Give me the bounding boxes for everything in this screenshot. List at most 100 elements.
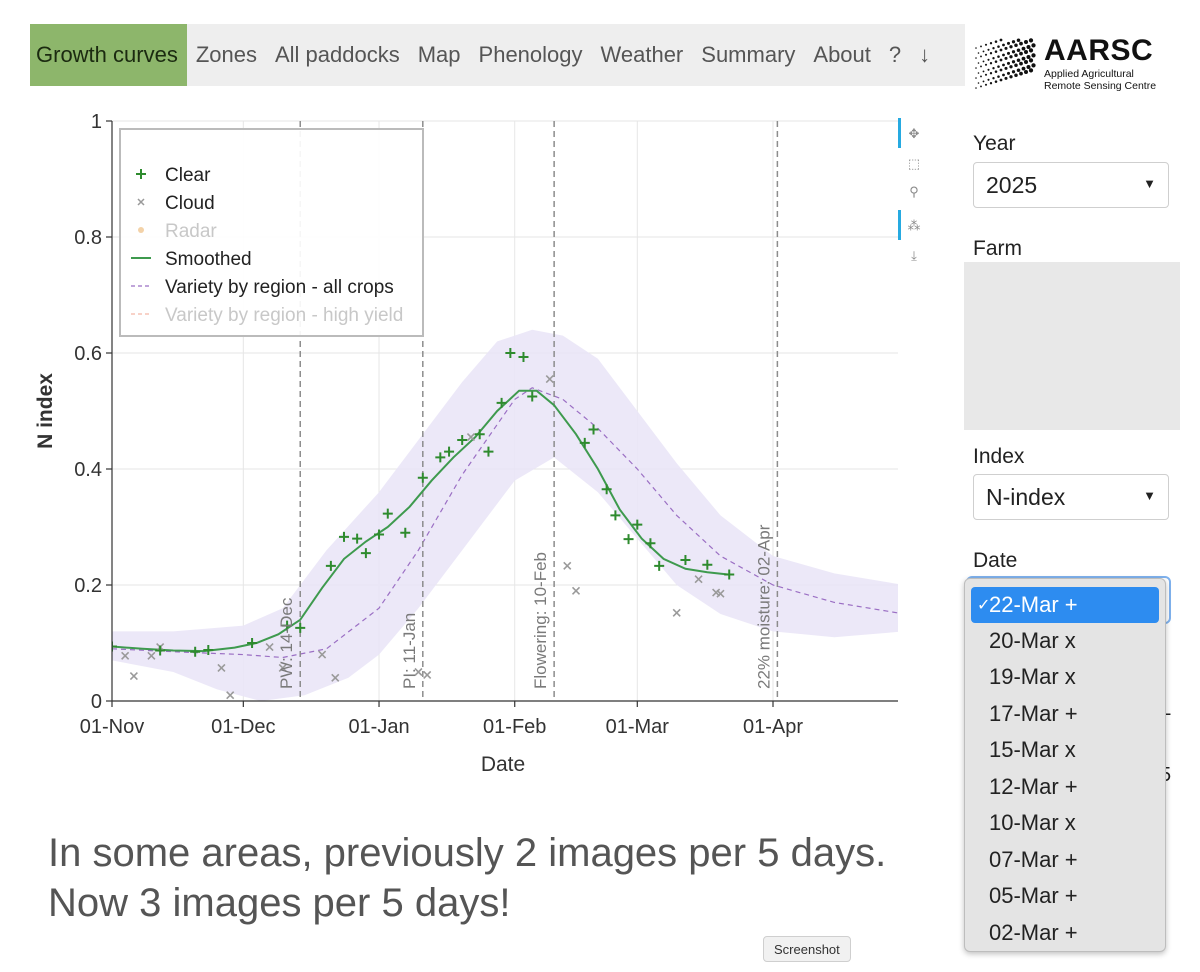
logo-dot: [1031, 63, 1036, 68]
tab-weather[interactable]: Weather: [600, 42, 684, 67]
logo-dot: [982, 80, 985, 83]
logo-dot: [989, 52, 993, 55]
date-option[interactable]: 05-Mar +: [989, 883, 1078, 908]
help-icon[interactable]: ?: [888, 42, 902, 67]
date-option[interactable]: 15-Mar x: [989, 737, 1076, 762]
logo-dot: [980, 55, 982, 58]
logo-dot: [984, 53, 988, 56]
growth-chart-svg[interactable]: PW: 14-Dec PI: 11-Jan Flowering: 10-Feb 22%…: [0, 100, 960, 800]
logo-dot: [1004, 66, 1008, 70]
x-tick-label: 01-Mar: [606, 716, 670, 738]
tab-all-paddocks[interactable]: All paddocks: [274, 42, 400, 67]
clear-point: [400, 527, 411, 538]
logo-dot: [1021, 56, 1026, 61]
logo-dot: [1024, 60, 1028, 64]
chevron-down-icon: ▼: [1143, 176, 1156, 191]
clear-point: [382, 508, 393, 519]
y-tick-label: 1: [91, 111, 102, 133]
index-select[interactable]: N-index ▼: [973, 474, 1169, 520]
logo-dot: [999, 48, 1003, 52]
clear-point: [680, 555, 691, 566]
logo-dot: [1014, 43, 1018, 47]
clear-point: [247, 638, 258, 648]
clear-point: [325, 560, 336, 571]
cloud-point: [694, 575, 703, 584]
logo-dot: [989, 62, 993, 65]
farm-select[interactable]: [964, 262, 1180, 430]
clear-point: [374, 529, 385, 540]
year-select[interactable]: 2025 ▼: [973, 162, 1169, 208]
date-option[interactable]: 12-Mar +: [989, 774, 1078, 799]
logo-dot: [1014, 53, 1018, 57]
legend-radar-marker: [138, 227, 144, 233]
logo-dot: [1016, 48, 1021, 52]
legend-box: [119, 128, 424, 337]
tab-map[interactable]: Map: [417, 42, 461, 67]
logo-dot: [980, 85, 982, 88]
download-icon[interactable]: ↓: [919, 42, 931, 67]
clear-point: [112, 641, 117, 652]
tab-phenology[interactable]: Phenology: [478, 42, 583, 67]
logo-dot: [1024, 50, 1028, 54]
logo-dot: [977, 62, 980, 64]
logo-dot: [977, 72, 980, 74]
logo-dot: [1028, 38, 1034, 43]
date-option[interactable]: 10-Mar x: [989, 810, 1076, 835]
logo-dot: [1019, 71, 1023, 76]
clear-point: [601, 484, 612, 495]
clear-point: [190, 646, 201, 657]
logo-dot: [992, 47, 995, 50]
logo-subtitle-line2: Remote Sensing Centre: [1044, 80, 1157, 92]
logo-dot: [1009, 55, 1013, 59]
logo-dot: [999, 58, 1003, 62]
tab-summary[interactable]: Summary: [701, 42, 796, 67]
legend-label: Variety by region - all crops: [165, 277, 394, 298]
tab-zones[interactable]: Zones: [195, 42, 257, 67]
date-option[interactable]: 17-Mar +: [989, 701, 1078, 726]
logo-dot: [1024, 40, 1028, 44]
date-option[interactable]: 20-Mar x: [989, 628, 1076, 653]
date-option[interactable]: 19-Mar x: [989, 664, 1076, 689]
logo-dot: [1019, 61, 1023, 66]
clear-point: [527, 391, 538, 402]
save-icon[interactable]: ⤓: [911, 248, 917, 263]
legend-label: Clear: [165, 165, 211, 186]
date-option-label: 22-Mar +: [989, 592, 1078, 617]
logo-dot: [1028, 58, 1034, 63]
logo-dot: [977, 82, 980, 84]
date-option-selected[interactable]: ✓ 22-Mar +: [971, 587, 1159, 623]
logo-dot: [994, 80, 998, 83]
date-option[interactable]: 07-Mar +: [989, 847, 1078, 872]
clear-point: [155, 645, 166, 656]
cloud-point: [672, 608, 681, 617]
cloud-point: [563, 561, 572, 570]
cloud-point: [226, 691, 235, 700]
x-tick-label: 01-Feb: [483, 716, 546, 738]
logo-dot: [980, 65, 982, 68]
legend-label: Cloud: [165, 193, 215, 214]
logo-dot: [1021, 46, 1026, 51]
logo-dot: [984, 63, 988, 66]
clear-point: [435, 452, 446, 463]
logo-dot: [980, 45, 982, 48]
year-value: 2025: [986, 171, 1038, 198]
tab-growth-curves[interactable]: Growth curves: [30, 24, 187, 86]
logo-dot: [992, 57, 995, 60]
clear-point: [360, 548, 371, 559]
logo-dot: [1031, 43, 1036, 48]
wheel-zoom-icon[interactable]: ⚲: [909, 184, 919, 199]
logo-dot: [982, 60, 985, 63]
logo-dot: [1004, 56, 1008, 60]
annotation-label: 22% moisture: 02-Apr: [754, 524, 773, 689]
main-nav: Growth curves Zones All paddocks Map Phe…: [30, 24, 965, 86]
hover-icon[interactable]: ⁂: [907, 218, 921, 233]
date-option[interactable]: 02-Mar +: [989, 920, 1078, 945]
clear-point: [474, 429, 485, 440]
legend-clear-marker: [136, 169, 146, 179]
clear-point: [295, 622, 306, 633]
box-zoom-icon[interactable]: ⬚: [907, 156, 921, 171]
pan-icon[interactable]: ✥: [908, 126, 920, 141]
logo-dot: [1006, 71, 1011, 75]
tab-about[interactable]: About: [813, 42, 871, 67]
clear-point: [505, 348, 516, 358]
